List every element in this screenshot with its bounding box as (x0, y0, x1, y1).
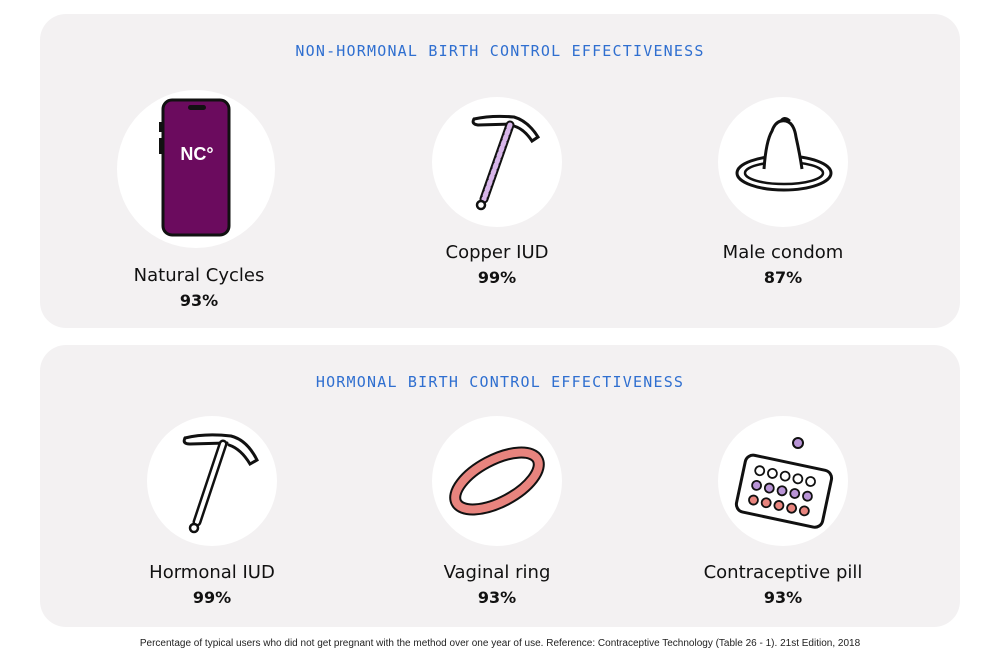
section-title: HORMONAL BIRTH CONTROL EFFECTIVENESS (315, 373, 685, 391)
method-label: Copper IUD (445, 242, 549, 263)
method-label: Contraceptive pill (703, 562, 863, 583)
method-label: Vaginal ring (443, 562, 551, 583)
method-percent: 93% (763, 588, 803, 607)
app-badge: NC° (180, 144, 213, 164)
method-label: Natural Cycles (133, 265, 265, 286)
method-percent: 93% (477, 588, 517, 607)
footnote: Percentage of typical users who did not … (139, 638, 861, 649)
copper-iud-icon (432, 97, 562, 227)
method-percent: 99% (192, 588, 232, 607)
phone-icon: NC° (117, 90, 275, 248)
method-label: Male condom (722, 242, 844, 263)
method-label: Hormonal IUD (149, 562, 275, 583)
section-title: NON-HORMONAL BIRTH CONTROL EFFECTIVENESS (295, 42, 705, 60)
pill-pack-icon (718, 416, 848, 546)
hormonal-iud-icon (147, 416, 277, 546)
method-percent: 87% (763, 268, 803, 287)
method-percent: 99% (477, 268, 517, 287)
vaginal-ring-icon (432, 416, 562, 546)
condom-icon (718, 97, 848, 227)
method-percent: 93% (179, 291, 219, 310)
